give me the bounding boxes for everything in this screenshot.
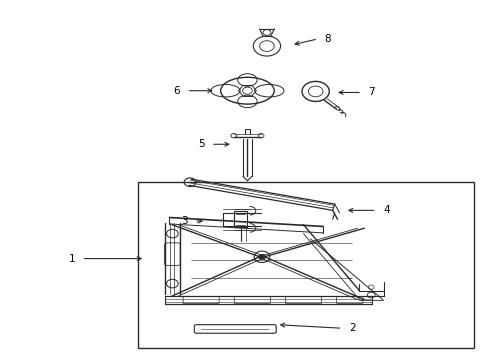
FancyBboxPatch shape [286, 296, 321, 303]
FancyBboxPatch shape [165, 243, 180, 265]
Text: 5: 5 [198, 139, 204, 149]
Bar [234, 211, 247, 227]
Circle shape [259, 254, 266, 259]
Text: 4: 4 [383, 205, 390, 215]
Text: 1: 1 [69, 253, 75, 264]
Text: 6: 6 [173, 86, 180, 96]
Bar [138, 182, 474, 348]
Text: 2: 2 [349, 323, 356, 333]
FancyBboxPatch shape [183, 296, 219, 303]
FancyBboxPatch shape [234, 296, 270, 303]
FancyBboxPatch shape [337, 296, 363, 303]
Text: 8: 8 [324, 34, 331, 44]
Text: 3: 3 [181, 216, 187, 226]
FancyBboxPatch shape [195, 325, 276, 333]
Text: 7: 7 [368, 87, 375, 98]
